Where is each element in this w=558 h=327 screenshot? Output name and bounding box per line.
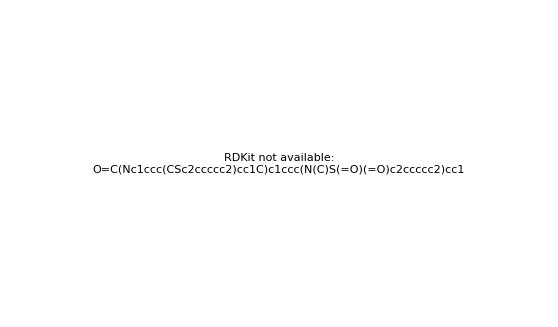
- Text: RDKit not available:
O=C(Nc1ccc(CSc2ccccc2)cc1C)c1ccc(N(C)S(=O)(=O)c2ccccc2)cc1: RDKit not available: O=C(Nc1ccc(CSc2cccc…: [93, 153, 465, 174]
